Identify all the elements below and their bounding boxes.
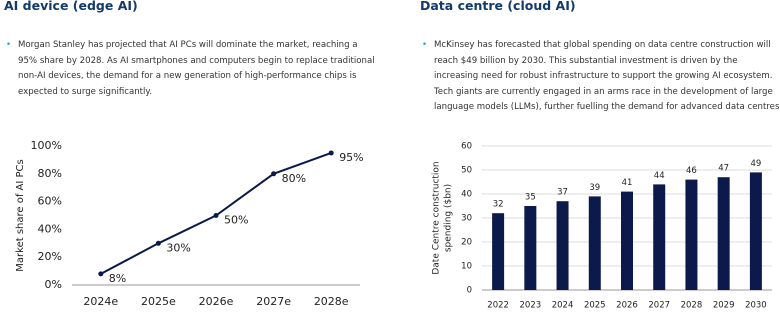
y-axis-label: spending ($bn) [444, 184, 454, 252]
bar [588, 196, 601, 290]
x-tick-label: 2026e [199, 295, 234, 308]
panel-heading: AI device (edge AI) [4, 0, 138, 13]
y-axis-label: Date Centre construction [432, 161, 442, 274]
x-tick-label: 2024 [552, 301, 574, 311]
x-tick-label: 2023 [520, 301, 542, 311]
bar [524, 206, 537, 290]
x-tick-label: 2028e [314, 295, 349, 308]
value-label: 37 [557, 188, 568, 198]
value-label: 50% [224, 214, 248, 227]
value-label: 8% [109, 272, 126, 285]
x-tick-label: 2022 [487, 301, 509, 311]
point [213, 213, 219, 218]
x-tick-label: 2027 [648, 301, 670, 311]
value-label: 30% [166, 241, 190, 254]
value-label: 44 [654, 171, 665, 181]
x-tick-label: 2025 [584, 301, 606, 311]
x-tick-label: 2029 [713, 301, 735, 311]
value-label: 41 [622, 178, 633, 188]
x-tick-label: 2027e [256, 295, 291, 308]
x-tick-label: 2026 [616, 301, 638, 311]
point [98, 271, 104, 277]
value-label: 39 [589, 183, 600, 193]
x-tick-label: 2028 [681, 301, 703, 311]
panel-heading: Data centre (cloud AI) [420, 0, 576, 13]
value-label: 95% [339, 151, 363, 164]
bar [653, 184, 666, 290]
panel-bullet: Morgan Stanley has projected that AI PCs… [4, 38, 378, 100]
bar [621, 191, 633, 290]
bar [556, 201, 569, 290]
value-label: 35 [525, 193, 536, 203]
y-tick-label: 40% [38, 222, 62, 235]
point [328, 150, 334, 156]
y-tick-label: 100% [31, 139, 62, 152]
value-label: 32 [493, 200, 504, 210]
y-tick-label: 30 [461, 214, 472, 224]
x-tick-label: 2024e [83, 295, 118, 308]
point [155, 240, 161, 246]
y-tick-label: 20 [461, 238, 472, 248]
y-tick-label: 60 [461, 142, 472, 152]
bar [685, 179, 698, 290]
y-tick-label: 0% [45, 278, 62, 291]
value-label: 49 [750, 159, 761, 169]
value-label: 46 [686, 166, 697, 176]
y-tick-label: 40 [461, 190, 472, 200]
y-tick-label: 80% [38, 167, 62, 180]
y-tick-label: 20% [38, 250, 62, 263]
x-tick-label: 2025e [141, 295, 176, 308]
point [271, 171, 277, 177]
y-axis-label: Market share of AI PCs [15, 159, 26, 271]
bar [492, 213, 505, 290]
y-tick-label: 50 [461, 166, 472, 176]
panel-bullet: McKinsey has forecasted that global spen… [420, 38, 780, 116]
y-tick-label: 60% [38, 195, 62, 208]
value-label: 47 [718, 164, 729, 174]
bar [717, 177, 730, 290]
y-tick-label: 0 [467, 286, 472, 296]
bar [749, 172, 762, 290]
y-tick-label: 10 [461, 262, 472, 272]
x-tick-label: 2030 [745, 301, 767, 311]
value-label: 80% [282, 172, 306, 185]
